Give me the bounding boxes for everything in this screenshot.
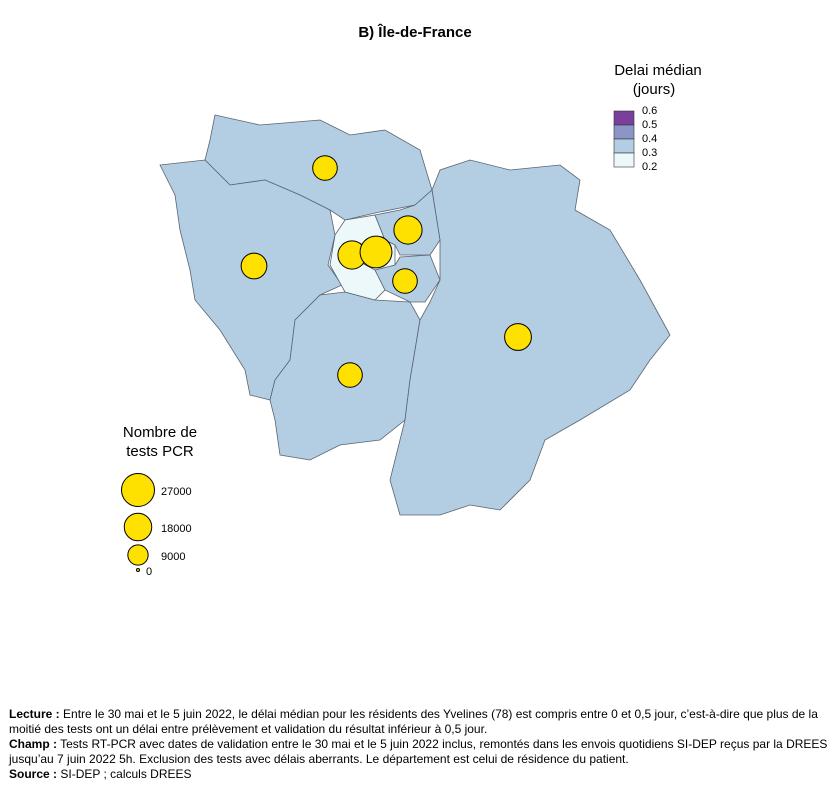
bubble xyxy=(504,323,532,351)
legend-label: 0.4 xyxy=(642,133,657,145)
legend-swatch xyxy=(613,124,635,140)
note-label: Champ : xyxy=(9,737,57,751)
legend-swatch xyxy=(613,110,635,126)
bubble xyxy=(240,252,268,280)
bubble xyxy=(312,155,338,181)
legend-title: tests PCR xyxy=(126,443,194,460)
legend-label: 0.2 xyxy=(642,161,657,173)
note-text: Tests RT-PCR avec dates de validation en… xyxy=(9,737,828,766)
legend-label: 0 xyxy=(146,566,152,578)
legend-label: 0.3 xyxy=(642,147,657,159)
bubble xyxy=(392,268,418,294)
legend-bubble xyxy=(127,544,149,566)
legend-label: 18000 xyxy=(161,523,192,535)
legend-label: 0.6 xyxy=(642,105,657,117)
note-lecture: Lecture : Entre le 30 mai et le 5 juin 2… xyxy=(9,707,831,737)
legend-title: Delai médian xyxy=(614,62,702,79)
bubble xyxy=(359,235,393,269)
note-champ: Champ : Tests RT-PCR avec dates de valid… xyxy=(9,737,831,767)
bubble xyxy=(393,215,423,245)
legend-swatch xyxy=(613,138,635,154)
legend-title: (jours) xyxy=(633,81,676,98)
legend-bubble xyxy=(121,473,155,507)
notes: Lecture : Entre le 30 mai et le 5 juin 2… xyxy=(9,707,831,782)
note-source: Source : SI-DEP ; calculs DREES xyxy=(9,767,831,782)
legend-label: 0.5 xyxy=(642,119,657,131)
note-text: SI-DEP ; calculs DREES xyxy=(60,767,192,781)
legend-label: 9000 xyxy=(161,551,185,563)
legend-bubble xyxy=(123,512,153,542)
legend-title: Nombre de xyxy=(123,424,197,441)
note-label: Source : xyxy=(9,767,58,781)
legend-swatch xyxy=(613,152,635,168)
note-text: Entre le 30 mai et le 5 juin 2022, le dé… xyxy=(9,707,818,736)
legend-label: 27000 xyxy=(161,486,192,498)
note-label: Lecture : xyxy=(9,707,60,721)
title: B) Île-de-France xyxy=(358,23,471,41)
legend-bubble xyxy=(136,568,140,572)
map: B) Île-de-France Delai médian (jours) No… xyxy=(121,23,702,578)
bubble xyxy=(337,362,363,388)
